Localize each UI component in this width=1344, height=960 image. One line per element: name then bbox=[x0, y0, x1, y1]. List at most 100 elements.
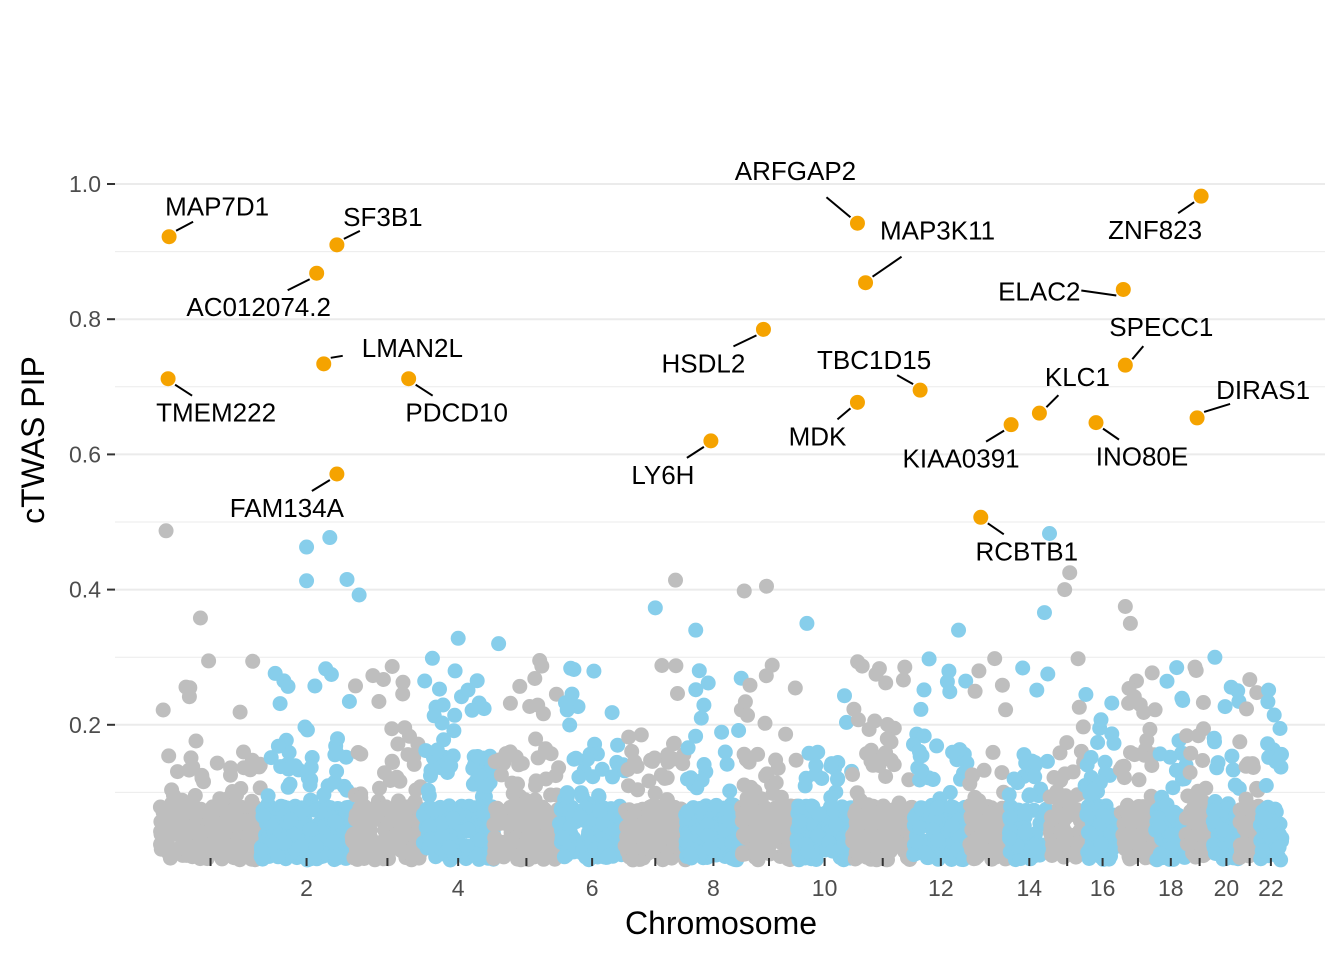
gene-point bbox=[1002, 830, 1017, 846]
grid-lines bbox=[115, 183, 1325, 793]
gene-label: INO80E bbox=[1096, 442, 1189, 472]
gene-point bbox=[260, 788, 276, 804]
gene-point bbox=[1053, 823, 1069, 839]
gene-point bbox=[153, 826, 169, 842]
gene-point bbox=[644, 837, 660, 853]
gene-point bbox=[175, 838, 191, 854]
gene-point bbox=[1207, 649, 1223, 665]
gene-point bbox=[211, 843, 227, 859]
gene-point bbox=[1079, 806, 1095, 821]
gene-point bbox=[1195, 753, 1211, 768]
gene-point bbox=[1125, 849, 1141, 865]
gene-point bbox=[757, 715, 773, 731]
gene-point bbox=[372, 780, 387, 796]
leader-line bbox=[343, 229, 361, 240]
gene-point bbox=[339, 571, 355, 587]
gene-point bbox=[1069, 843, 1085, 859]
gene-point bbox=[654, 658, 670, 673]
leader-line bbox=[733, 334, 757, 348]
gene-point bbox=[660, 747, 676, 763]
gene-label: MAP3K11 bbox=[880, 216, 995, 246]
gene-point bbox=[1093, 712, 1109, 728]
gene-point bbox=[929, 800, 945, 816]
gene-point bbox=[464, 702, 480, 718]
gene-point bbox=[395, 674, 411, 690]
gene-point bbox=[1254, 843, 1270, 859]
gene-point bbox=[788, 752, 804, 768]
gene-point bbox=[1151, 819, 1167, 834]
gene-point bbox=[1029, 682, 1045, 698]
gene-point bbox=[390, 736, 406, 752]
gene-point bbox=[232, 704, 248, 720]
leader-line bbox=[987, 522, 1005, 536]
gene-label: ZNF823 bbox=[1108, 215, 1202, 245]
gene-point bbox=[845, 767, 860, 782]
gene-point bbox=[1271, 839, 1287, 855]
gene-point bbox=[925, 771, 941, 787]
gene-point bbox=[487, 843, 503, 859]
gene-point bbox=[380, 845, 396, 861]
gene-point bbox=[917, 845, 933, 861]
gene-point bbox=[188, 733, 204, 749]
gene-point bbox=[735, 847, 750, 862]
gene-point bbox=[791, 813, 807, 829]
y-axis-title: cTWAS PIP bbox=[15, 356, 51, 524]
highlighted-gene-point bbox=[1115, 281, 1131, 297]
gene-point bbox=[1065, 764, 1081, 780]
gene-point bbox=[1039, 753, 1055, 769]
gene-point bbox=[1180, 788, 1196, 804]
gene-point bbox=[994, 765, 1010, 781]
highlighted-gene-point bbox=[1193, 188, 1209, 204]
gene-point bbox=[1123, 745, 1138, 761]
y-tick-label: 0.2 bbox=[69, 712, 101, 738]
gene-point bbox=[878, 769, 894, 784]
gene-point bbox=[743, 779, 759, 795]
x-tick-label: 6 bbox=[586, 875, 599, 901]
gene-point bbox=[696, 757, 712, 772]
gene-point bbox=[158, 523, 174, 539]
gene-point bbox=[218, 804, 234, 820]
gene-point bbox=[183, 750, 199, 766]
gene-point bbox=[878, 675, 894, 691]
gene-point bbox=[534, 830, 550, 846]
gene-point bbox=[384, 721, 400, 737]
gene-point bbox=[951, 622, 967, 638]
gene-point bbox=[1183, 745, 1199, 761]
gene-point bbox=[737, 694, 753, 710]
gene-point bbox=[894, 837, 910, 853]
gene-point bbox=[327, 814, 343, 830]
gene-point bbox=[421, 818, 437, 834]
gene-point bbox=[472, 768, 488, 784]
leader-line bbox=[896, 374, 914, 386]
gene-point bbox=[450, 630, 466, 646]
leader-line bbox=[836, 407, 852, 421]
gene-point bbox=[1249, 685, 1265, 701]
gene-point bbox=[1260, 694, 1276, 710]
highlighted-gene-point bbox=[858, 275, 874, 291]
gene-point bbox=[322, 530, 338, 546]
x-tick-label: 2 bbox=[300, 875, 313, 901]
gene-point bbox=[868, 666, 884, 682]
gene-point bbox=[270, 849, 286, 865]
gene-point bbox=[491, 636, 507, 652]
gene-point bbox=[204, 823, 220, 839]
gene-label: DIRAS1 bbox=[1216, 375, 1310, 405]
gene-point bbox=[568, 750, 584, 766]
gene-point bbox=[434, 816, 449, 832]
highlighted-gene-point bbox=[316, 356, 332, 372]
gene-point bbox=[1120, 835, 1136, 851]
gene-point bbox=[388, 827, 404, 843]
gene-point bbox=[395, 686, 411, 702]
gene-point bbox=[1231, 780, 1247, 796]
leader-line bbox=[287, 278, 311, 292]
gene-point bbox=[418, 743, 434, 759]
gene-point bbox=[994, 677, 1010, 693]
gene-point bbox=[209, 755, 225, 771]
gene-point bbox=[682, 846, 698, 862]
gene-point bbox=[307, 678, 323, 694]
gene-point bbox=[1239, 701, 1254, 717]
gene-point bbox=[1166, 804, 1182, 820]
gene-point bbox=[1261, 682, 1277, 698]
gene-point bbox=[586, 663, 602, 679]
gene-point bbox=[1046, 810, 1062, 826]
